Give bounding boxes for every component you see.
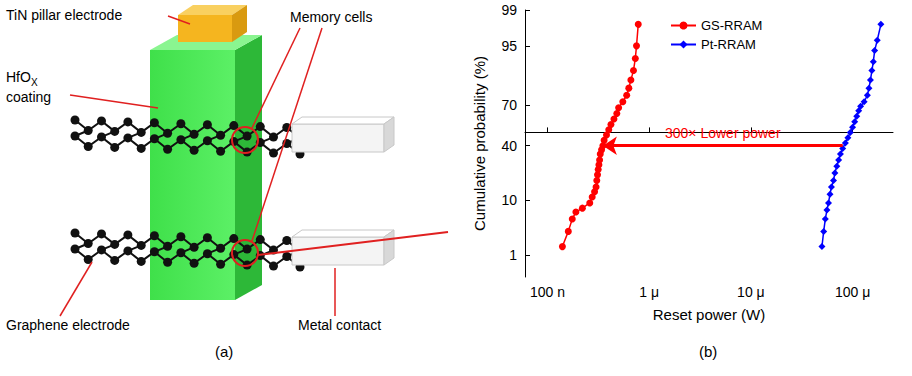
svg-text:10 μ: 10 μ — [737, 284, 765, 300]
svg-text:Metal contact: Metal contact — [298, 317, 381, 333]
svg-text:300× Lower power: 300× Lower power — [665, 125, 781, 141]
svg-text:Memory cells: Memory cells — [290, 9, 372, 25]
html-text:(b): (b) — [699, 343, 718, 360]
svg-text:TiN pillar electrode: TiN pillar electrode — [6, 7, 122, 23]
svg-text:coating: coating — [6, 89, 51, 105]
svg-text:Pt-RRAM: Pt-RRAM — [701, 37, 756, 52]
svg-text:95: 95 — [501, 38, 517, 54]
svg-text:1 μ: 1 μ — [639, 284, 659, 300]
svg-text:40: 40 — [501, 138, 517, 154]
svg-text:99: 99 — [501, 2, 517, 18]
html-text:(a): (a) — [215, 343, 234, 360]
svg-text:70: 70 — [501, 97, 517, 113]
svg-text:Reset power (W): Reset power (W) — [653, 306, 766, 323]
svg-text:100 n: 100 n — [530, 284, 565, 300]
svg-text:1: 1 — [509, 247, 517, 263]
svg-text:GS-RRAM: GS-RRAM — [701, 18, 762, 33]
svg-text:Cumulative probability (%): Cumulative probability (%) — [471, 56, 488, 231]
svg-text:Graphene electrode: Graphene electrode — [6, 317, 130, 333]
svg-text:10: 10 — [501, 192, 517, 208]
svg-text:100 μ: 100 μ — [835, 284, 870, 300]
svg-text:HfOX: HfOX — [6, 69, 38, 88]
